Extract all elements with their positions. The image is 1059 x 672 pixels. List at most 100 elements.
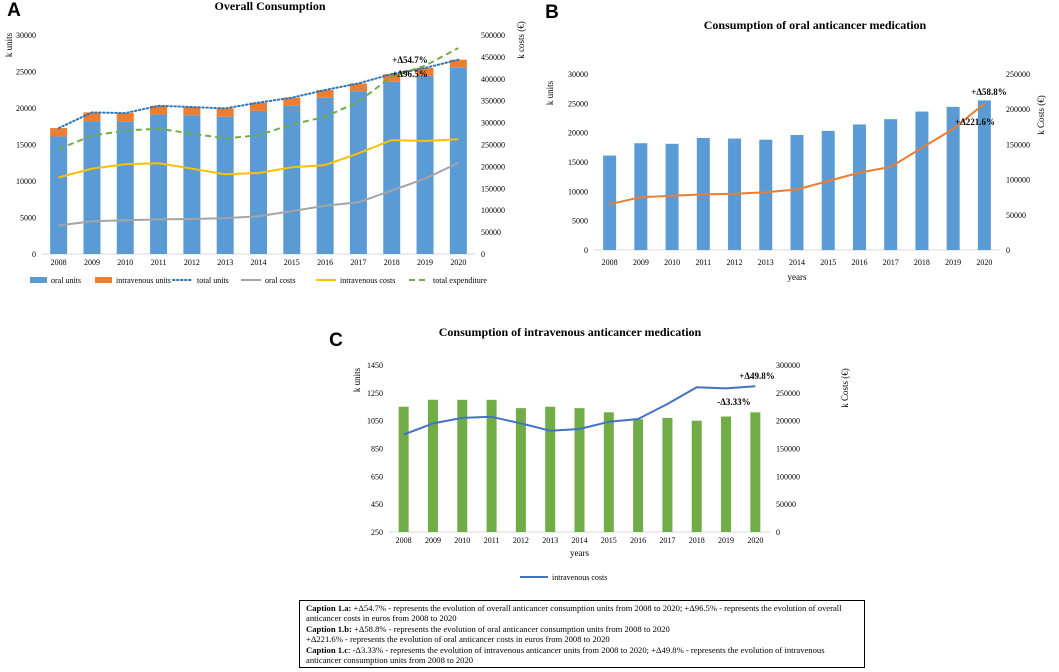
bar-intravenous-units-a <box>83 112 101 122</box>
y-tick-a: 30000 <box>16 31 36 40</box>
x-tick-b: 2017 <box>883 258 899 267</box>
bar-intravenous-units-c <box>457 399 468 532</box>
bar-intravenous-units-c <box>545 406 556 532</box>
bar-oral-units-a <box>50 136 68 254</box>
caption-c-label: Caption 1.c <box>306 644 349 655</box>
y2-tick-c: 250000 <box>776 389 800 398</box>
bar-intravenous-units-a <box>416 67 434 76</box>
bar-intravenous-units-a <box>50 128 68 137</box>
y-tick-a: 25000 <box>16 68 36 77</box>
caption-b-label: Caption 1.b: <box>306 623 352 634</box>
line-oral-costs-b <box>609 102 986 206</box>
bar-intravenous-units-c <box>515 408 526 532</box>
panel-letter-a: A <box>7 0 21 21</box>
bar-intravenous-units-a <box>250 102 267 111</box>
y2-tick-a: 100000 <box>481 206 505 215</box>
bar-oral-units-a <box>216 116 234 254</box>
caption-c: Caption 1.c: -Δ3.33% - represents the ev… <box>306 645 858 666</box>
x-tick-b: 2019 <box>945 258 961 267</box>
bar-intravenous-units-c <box>427 399 438 532</box>
bar-intravenous-units-c <box>750 412 761 532</box>
legend-label-a: oral costs <box>265 276 295 285</box>
y-tick-c: 250 <box>371 528 383 537</box>
legend-label-a: intravenous costs <box>340 276 395 285</box>
bar-intravenous-units-a <box>216 108 234 117</box>
annotation-b: +Δ221.6% <box>955 117 995 127</box>
y2-tick-a: 150000 <box>481 184 505 193</box>
chart-title-a: Overall Consumption <box>214 0 325 13</box>
y2-tick-b: 0 <box>1006 246 1010 255</box>
x-tick-b: 2013 <box>758 258 774 267</box>
bar-intravenous-units-a <box>449 59 467 68</box>
annotation-c: -Δ3.33% <box>717 397 750 407</box>
y2-tick-c: 0 <box>776 528 780 537</box>
bar-oral-units-a <box>449 67 467 254</box>
bar-oral-units-a <box>150 114 168 254</box>
bar-oral-units-a <box>383 81 401 254</box>
chart-title-c: Consumption of intravenous anticancer me… <box>439 325 702 339</box>
caption-b: Caption 1.b: +Δ58.8% - represents the ev… <box>306 624 858 634</box>
line-total-expenditure-a <box>58 47 459 150</box>
bar-oral-units-b <box>790 135 804 250</box>
y-tick-c: 1050 <box>367 417 383 426</box>
y-axis-label-c: k units <box>352 367 362 392</box>
y2-tick-a: 50000 <box>481 228 501 237</box>
y-tick-c: 650 <box>371 472 383 481</box>
x-tick-c: 2013 <box>542 536 558 545</box>
figure-canvas: A B C Overall Consumption k units k costs (€)… <box>4 0 1046 582</box>
line-total-units-a <box>57 58 460 130</box>
bar-intravenous-units-c <box>691 420 702 532</box>
x-tick-b: 2020 <box>976 258 992 267</box>
caption-box: Caption 1.a: +Δ54.7% - represents the ev… <box>299 600 865 668</box>
y2-tick-c: 100000 <box>776 472 800 481</box>
x-tick-b: 2011 <box>695 258 711 267</box>
x-tick-b: 2010 <box>664 258 680 267</box>
x-tick-b: 2015 <box>820 258 836 267</box>
annotation-a: +Δ54.7% <box>392 55 428 65</box>
x-tick-a: 2018 <box>384 258 400 267</box>
x-tick-c: 2009 <box>425 536 441 545</box>
bar-intravenous-units-c <box>486 399 497 532</box>
bar-oral-units-a <box>250 110 267 254</box>
y2-axis-label-b: k Costs (€) <box>1036 95 1046 135</box>
y2-tick-b: 150000 <box>1006 140 1030 149</box>
line-intravenous-costs-a <box>58 138 459 179</box>
bar-intravenous-units-a <box>316 90 334 98</box>
bar-intravenous-units-c <box>574 408 585 532</box>
x-axis-label-b: years <box>788 272 807 282</box>
legend-label-a: total units <box>197 276 229 285</box>
bar-oral-units-b <box>665 143 679 250</box>
x-tick-c: 2015 <box>601 536 617 545</box>
x-tick-b: 2018 <box>914 258 930 267</box>
y2-tick-a: 200000 <box>481 162 505 171</box>
y-axis-label-b: k units <box>545 80 555 105</box>
y-tick-b: 5000 <box>572 217 588 226</box>
x-tick-b: 2014 <box>789 258 805 267</box>
y2-axis-label-a: k costs (€) <box>516 21 526 59</box>
y-tick-b: 15000 <box>568 158 588 167</box>
x-tick-c: 2019 <box>718 536 734 545</box>
annotation-c: +Δ49.8% <box>739 371 775 381</box>
legend-swatch-a <box>95 277 112 283</box>
y-tick-b: 0 <box>584 246 588 255</box>
x-tick-c: 2011 <box>484 536 500 545</box>
y-tick-a: 0 <box>32 250 36 259</box>
caption-c-text: : -Δ3.33% - represents the evolution of … <box>306 644 825 666</box>
y2-tick-b: 50000 <box>1006 211 1026 220</box>
bar-oral-units-b <box>852 124 866 250</box>
legend-label-a: intravenous units <box>116 276 171 285</box>
y-tick-a: 5000 <box>20 214 36 223</box>
legend-swatch-a <box>30 277 47 283</box>
caption-a-label: Caption 1.a: <box>306 603 352 613</box>
y-tick-c: 1450 <box>367 361 383 370</box>
annotation-b: +Δ58.8% <box>971 87 1007 97</box>
bar-oral-units-b <box>884 119 898 250</box>
bar-intravenous-units-c <box>398 406 409 532</box>
bar-intravenous-units-a <box>349 83 367 92</box>
x-tick-c: 2017 <box>659 536 675 545</box>
y2-tick-c: 300000 <box>776 361 800 370</box>
y-tick-a: 20000 <box>16 104 36 113</box>
x-tick-c: 2014 <box>572 536 588 545</box>
bar-oral-units-a <box>116 121 134 255</box>
y2-tick-a: 350000 <box>481 97 505 106</box>
